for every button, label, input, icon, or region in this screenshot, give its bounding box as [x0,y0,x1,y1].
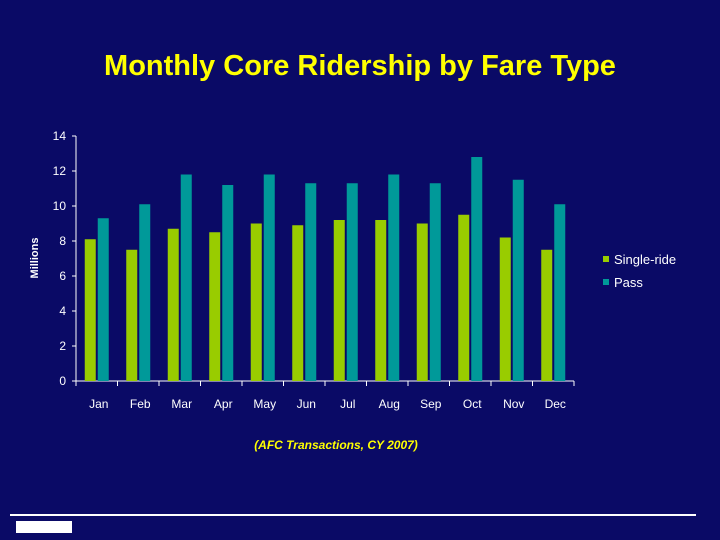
bar-single-ride [375,220,387,381]
bar-single-ride [84,239,96,381]
bar-pass [471,157,483,381]
x-tick-label: Aug [379,397,400,411]
y-tick-label: 6 [59,269,66,283]
chart-title: Monthly Core Ridership by Fare Type [104,50,616,82]
y-tick-label: 10 [53,199,67,213]
bar-single-ride [209,232,221,381]
y-tick-label: 2 [59,339,66,353]
x-tick-label: Jul [340,397,355,411]
x-tick-label: Mar [171,397,192,411]
footer-divider [10,514,696,516]
bar-pass [554,204,566,381]
legend: Single-ride Pass [603,252,676,290]
x-tick-label: Nov [503,397,524,411]
y-tick-label: 4 [59,304,66,318]
legend-swatch [603,256,609,262]
bar-single-ride [416,223,428,381]
bar-single-ride [499,237,511,381]
x-tick-label: Apr [214,397,233,411]
y-axis-title-group: Millions [29,238,41,279]
bar-pass [222,185,234,381]
bar-pass [305,183,317,381]
x-tick-labels: Jan Feb Mar Apr May Jun Jul Aug Sep Oct Nov Dec [89,397,566,411]
y-tick-label: 8 [59,234,66,248]
x-tick-label: Sep [420,397,442,411]
bar-single-ride [333,220,345,381]
bar-single-ride [541,249,553,381]
y-tick-label: 12 [53,164,67,178]
y-axis-label: Millions [29,238,41,279]
bar-pass [429,183,441,381]
bar-pass [180,174,192,381]
legend-label: Pass [614,275,643,290]
legend-swatch [603,279,609,285]
bar-pass [139,204,151,381]
axes [72,135,575,386]
bar-single-ride [167,228,179,381]
bar-single-ride [292,225,304,381]
bar-single-ride [458,214,470,381]
x-tick-label: Feb [130,397,151,411]
x-tick-label: May [253,397,276,411]
bar-pass [512,179,524,381]
y-tick-label: 14 [53,129,67,143]
y-tick-label: 0 [59,374,66,388]
y-tick-labels: 0 2 4 6 8 10 12 14 [53,129,67,388]
x-tick-label: Dec [545,397,566,411]
bar-single-ride [126,249,138,381]
legend-label: Single-ride [614,252,676,267]
bars [84,157,566,381]
bar-pass [97,218,109,381]
bar-pass [388,174,400,381]
x-tick-label: Oct [463,397,482,411]
bar-pass [263,174,275,381]
chart-subtitle: (AFC Transactions, CY 2007) [254,438,418,452]
x-tick-label: Jun [297,397,316,411]
footer-logo [16,521,72,533]
x-tick-label: Jan [89,397,108,411]
bar-pass [346,183,358,381]
bar-single-ride [250,223,262,381]
